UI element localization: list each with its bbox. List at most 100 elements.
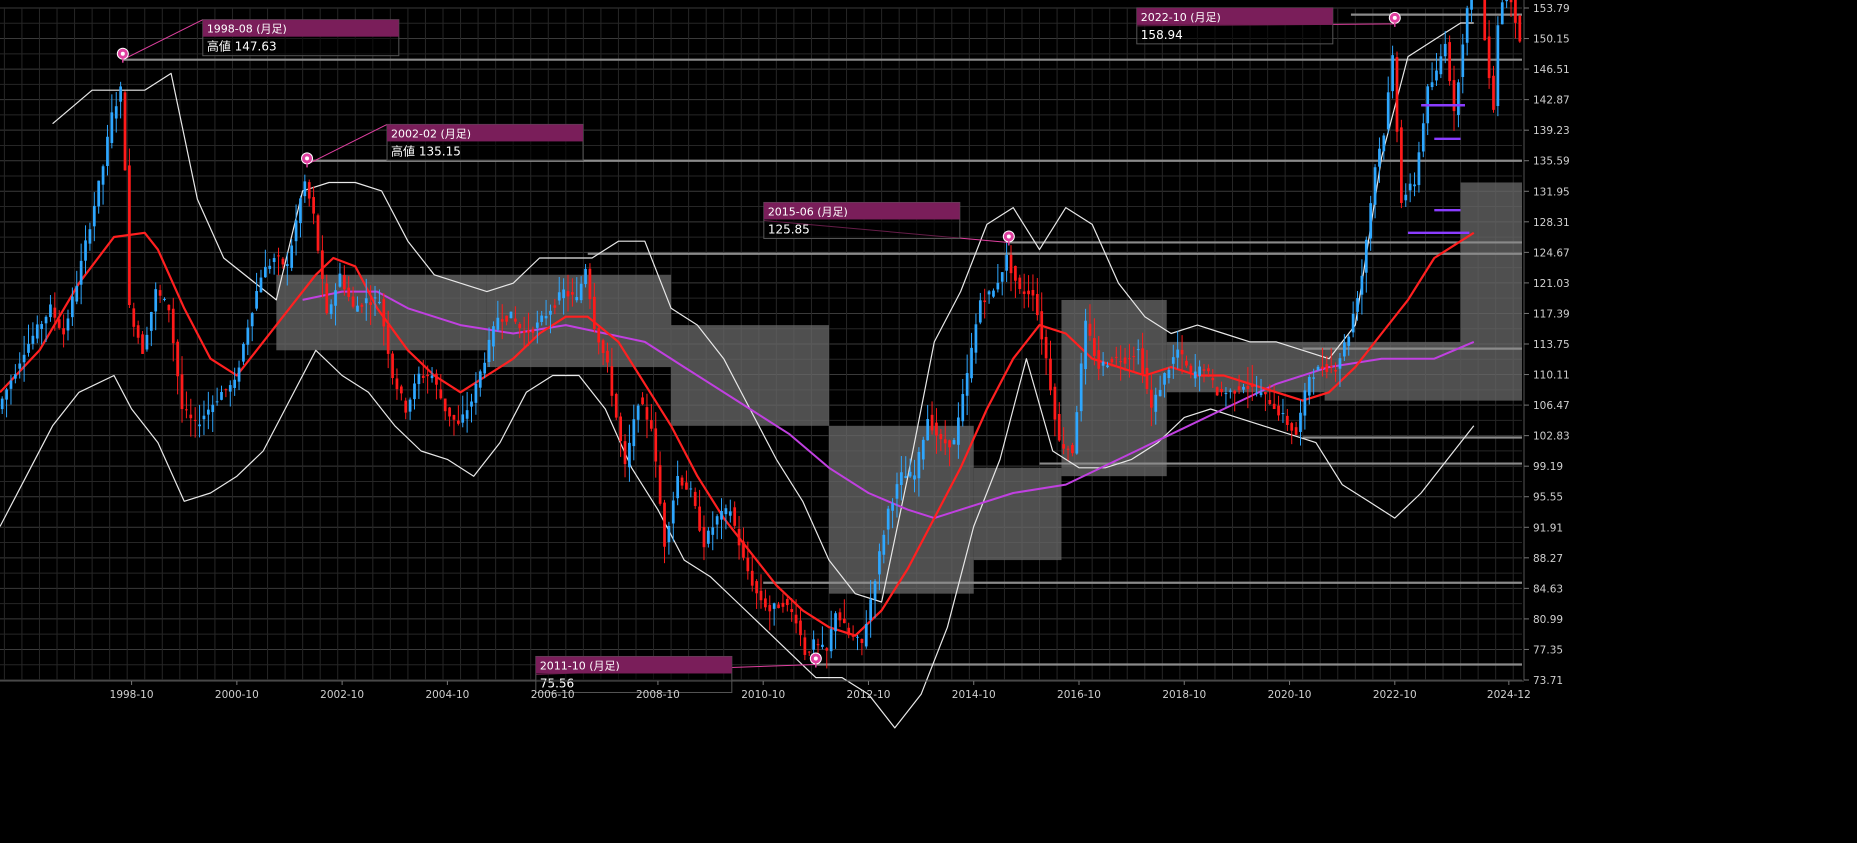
candle-body [1176, 349, 1180, 358]
candle-body [557, 292, 561, 301]
candle-body [908, 471, 912, 477]
candle-body [632, 419, 636, 447]
moving-average-long [302, 290, 1475, 520]
candle-body [1224, 393, 1228, 395]
candle-body [1321, 366, 1324, 369]
candle-body [623, 441, 627, 465]
candle-body [1417, 152, 1421, 186]
candle-body [750, 570, 754, 586]
candle-body [983, 300, 987, 303]
candle-body [71, 296, 74, 318]
candle-body [49, 304, 52, 318]
price-tick-label: 102.83 [1533, 431, 1570, 443]
candle-body [198, 424, 201, 427]
candle-body [299, 198, 302, 224]
time-tick-label: 2012-10 [847, 689, 891, 701]
candle-body [540, 315, 544, 322]
candle-body [44, 316, 48, 324]
candle-body [1496, 25, 1500, 107]
candle-body [1163, 373, 1166, 385]
candle-body [535, 322, 539, 328]
candle-body [1509, 0, 1513, 3]
candle-body [1312, 377, 1316, 379]
candle-body [549, 310, 552, 315]
candle-body [1009, 254, 1013, 274]
time-tick-label: 2010-10 [741, 689, 785, 701]
candle-body [891, 503, 894, 511]
candle-body [478, 371, 482, 388]
candle-body [939, 433, 943, 440]
candle-body [1259, 392, 1263, 396]
candle-body [154, 289, 158, 312]
candle-body [895, 484, 899, 499]
candle-body [693, 491, 697, 506]
candle-body [215, 401, 219, 403]
candle-body [1202, 369, 1206, 371]
candle-body [35, 324, 39, 339]
candle-body [487, 339, 491, 363]
candle-body [1285, 415, 1289, 425]
time-tick-label: 2024-12 [1487, 689, 1531, 701]
candle-body [1343, 342, 1346, 357]
candle-body [509, 311, 513, 319]
candle-body [57, 319, 61, 328]
candle-body [1457, 82, 1460, 116]
annotation-header [202, 19, 399, 37]
candle-body [733, 507, 737, 526]
candle-body [579, 283, 583, 301]
candle-body [325, 283, 329, 314]
candle-body [483, 362, 487, 374]
candle-body [970, 347, 973, 379]
candle-body [917, 451, 921, 479]
candle-body [1062, 444, 1066, 449]
price-tick-label: 80.99 [1533, 614, 1563, 626]
candle-body [847, 627, 851, 636]
candle-body [759, 590, 763, 601]
candle-body [66, 318, 70, 331]
price-tick-label: 106.47 [1533, 400, 1570, 412]
candle-body [307, 182, 311, 199]
candle-body [658, 465, 662, 504]
candle-body [1237, 386, 1241, 391]
candle-body [1395, 57, 1399, 132]
candle-body [228, 385, 232, 392]
candle-body [237, 367, 241, 382]
candle-body [110, 112, 114, 144]
bollinger-lower [0, 349, 1475, 729]
candle-body [382, 299, 386, 327]
annotation-date: 2011-10 (月足) [540, 659, 620, 672]
annotation-leader [306, 123, 388, 165]
candle-body [965, 373, 969, 396]
candle-body [1325, 364, 1329, 373]
candle-body [606, 350, 609, 363]
candle-body [470, 401, 473, 407]
candle-body [531, 329, 535, 333]
candle-body [1408, 183, 1412, 191]
candle-body [1281, 413, 1285, 415]
candle-body [728, 511, 732, 516]
price-tick-label: 91.91 [1533, 522, 1563, 534]
time-tick-label: 2014-10 [952, 689, 996, 701]
candle-body [1145, 367, 1149, 389]
candle-body [926, 419, 930, 441]
annotation-value: 75.56 [540, 676, 574, 690]
candle-body [1180, 349, 1184, 355]
cloud-segment [1061, 299, 1167, 477]
cloud-segment [973, 467, 1062, 561]
time-tick-label: 2022-10 [1373, 689, 1417, 701]
candle-body [250, 313, 254, 327]
candle-body [1106, 365, 1109, 368]
candle-body [505, 315, 508, 322]
candle-body [426, 374, 430, 377]
candle-body [1018, 277, 1022, 290]
candle-body [1338, 358, 1342, 369]
candle-body [84, 240, 87, 261]
candle-body [1132, 355, 1136, 358]
candle-body [259, 277, 263, 293]
candle-body [737, 528, 741, 546]
candle-body [1119, 361, 1123, 363]
candle-body [772, 603, 776, 609]
candle-body [1364, 239, 1368, 273]
